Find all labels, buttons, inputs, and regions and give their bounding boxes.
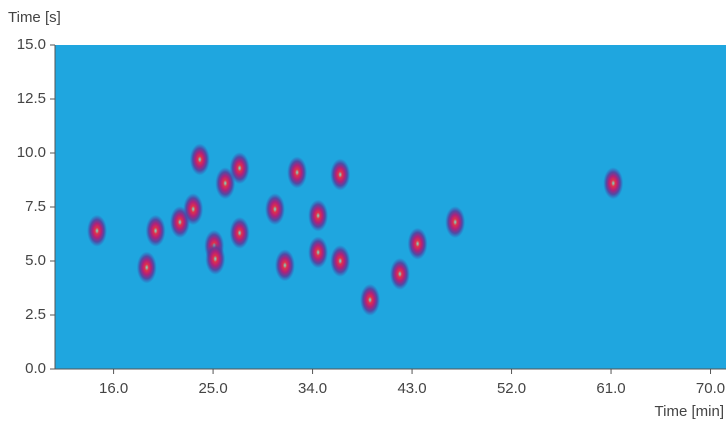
peak	[136, 251, 157, 284]
peak	[445, 206, 466, 239]
y-tick-label: 7.5	[25, 198, 46, 215]
peak	[360, 283, 381, 316]
y-tick-label: 10.0	[17, 144, 46, 161]
peak	[264, 193, 285, 226]
peak	[145, 214, 166, 247]
peak	[330, 245, 351, 277]
x-tick-label: 16.0	[99, 380, 128, 397]
peak	[308, 236, 329, 269]
x-tick-label: 52.0	[497, 380, 526, 397]
x-axis-label: Time [min]	[655, 403, 724, 420]
peak	[287, 156, 308, 189]
y-axis-label: Time [s]	[8, 9, 61, 26]
peak	[389, 257, 410, 290]
peak	[407, 227, 428, 260]
peak	[205, 242, 226, 275]
peak	[229, 152, 250, 185]
peak	[189, 143, 210, 176]
peak	[330, 158, 351, 191]
x-tick-label: 34.0	[298, 380, 327, 397]
peak	[308, 199, 329, 232]
y-tick-label: 15.0	[17, 36, 46, 53]
y-tick-label: 12.5	[17, 90, 46, 107]
x-tick-label: 70.0	[696, 380, 725, 397]
plot-area	[55, 45, 726, 369]
x-tick-label: 61.0	[596, 380, 625, 397]
y-tick-label: 2.5	[25, 306, 46, 323]
peak	[215, 167, 236, 200]
peak	[183, 193, 204, 226]
y-tick-label: 0.0	[25, 360, 46, 377]
peak	[229, 216, 250, 249]
x-tick-label: 25.0	[198, 380, 227, 397]
peak	[87, 214, 108, 247]
peak	[274, 249, 295, 282]
x-tick-label: 43.0	[397, 380, 426, 397]
y-tick-label: 5.0	[25, 252, 46, 269]
peak	[603, 167, 624, 200]
